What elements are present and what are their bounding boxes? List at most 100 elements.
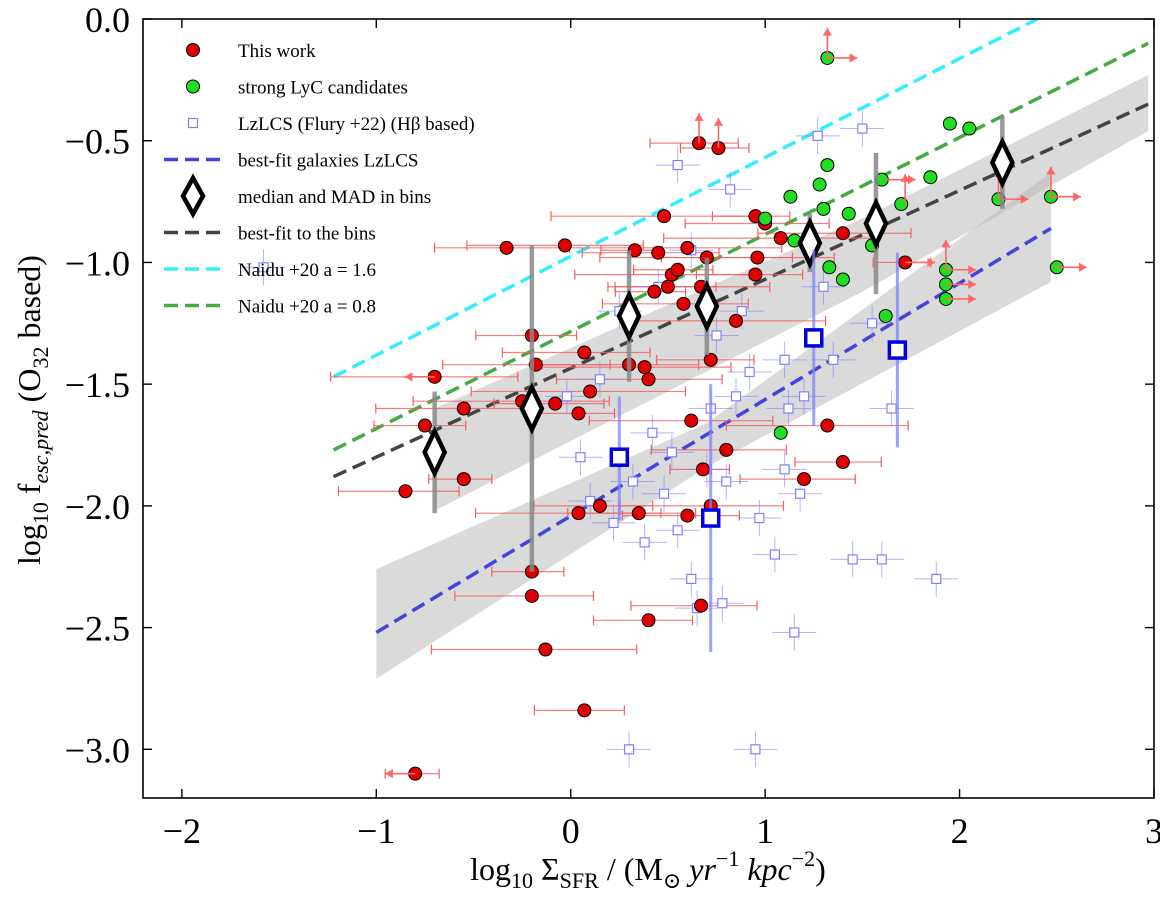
this-work-point — [499, 240, 514, 255]
this-work-point — [557, 238, 572, 253]
median-bin-marker — [616, 289, 642, 343]
this-work-point — [641, 613, 656, 628]
strong-lyc-points — [758, 50, 1064, 440]
this-work-point — [773, 231, 788, 246]
x-tick-label: 0 — [562, 811, 580, 851]
lzlcs-point — [828, 354, 839, 365]
lzlcs-point — [769, 549, 780, 560]
this-work-point — [456, 472, 471, 487]
legend-label-bins_fit: best-fit to the bins — [238, 224, 376, 245]
strong-lyc-point — [841, 206, 856, 221]
x-axis-title: log10 ΣSFR / (M⊙ yr−1 kpc−2) — [470, 846, 826, 893]
line-naidu08 — [332, 41, 1149, 452]
lzlcs-point — [779, 464, 790, 475]
lzlcs-point — [795, 488, 806, 499]
this-work-point — [456, 401, 471, 416]
median-bin-marker — [422, 426, 448, 479]
up-limit-arrow-head — [694, 113, 704, 121]
lzlcs-point — [623, 744, 635, 755]
lzlcs-point — [711, 330, 722, 341]
lzlcs-point — [736, 306, 747, 317]
this-work-point — [583, 384, 598, 399]
lzlcs-point — [818, 281, 829, 292]
lzlcs-point — [783, 403, 794, 414]
this-work-point — [577, 703, 592, 718]
lzlcs-point — [686, 573, 697, 585]
lzlcs-point — [585, 495, 596, 507]
this-work-point — [538, 642, 553, 657]
this-work-point — [728, 313, 743, 328]
left-limit-arrow-head — [385, 769, 393, 779]
x-tick-label: 2 — [951, 811, 969, 851]
right-limit-arrow-head — [907, 175, 916, 185]
lzlcs-point — [717, 598, 728, 609]
lzlcs-point — [721, 476, 732, 487]
right-limit-arrow-head — [968, 265, 976, 275]
legend-marker-median — [180, 173, 206, 219]
strong-lyc-point — [783, 189, 798, 204]
lzlcs-point — [639, 537, 650, 548]
lzlcs-point — [608, 517, 619, 529]
this-work-point — [693, 598, 708, 613]
x-axis-kpc-exp: −2 — [792, 846, 815, 871]
legend-label-strong_lyc: strong LyC candidates — [238, 78, 408, 99]
lzlcs-point — [658, 488, 670, 499]
lzlcs-point — [575, 452, 586, 463]
this-work-point — [797, 472, 812, 487]
this-work-point — [592, 498, 607, 513]
legend-label-lzlcs_fit: best-fit galaxies LzLCS — [238, 151, 418, 172]
lzlcs-bin-marker — [700, 508, 721, 528]
y-axis-log: log — [11, 524, 47, 565]
y-tick-label: −0.5 — [65, 122, 130, 162]
strong-lyc-point — [822, 260, 837, 275]
lzlcs-point — [744, 366, 755, 378]
y-tick-label: −3.0 — [65, 730, 130, 770]
left-limit-arrow-head — [404, 372, 413, 382]
y-tick-label: −2.5 — [65, 609, 130, 649]
median-bin-marker — [989, 136, 1015, 189]
x-axis-kpc: kpc — [739, 851, 791, 887]
this-work-point — [548, 396, 563, 411]
x-tick-label: −1 — [357, 811, 395, 851]
strong-lyc-point — [835, 272, 850, 287]
this-work-point — [680, 240, 695, 255]
x-axis-yr: yr — [681, 851, 716, 887]
y-axis-title: log10 fesc,pred (O32 based) — [11, 255, 53, 565]
lzlcs-point — [886, 403, 897, 414]
median-bin-marker — [694, 280, 720, 333]
y-axis-o32: (O — [11, 369, 47, 411]
this-work-point — [750, 250, 765, 265]
lzlcs-point — [594, 374, 605, 385]
this-work-point — [398, 484, 413, 499]
lzlcs-point — [647, 427, 658, 438]
lzlcs-point — [672, 159, 683, 171]
y-axis-log-sub: 10 — [28, 502, 53, 524]
y-tick-label: −2.0 — [65, 487, 130, 527]
y-axis-tail: based) — [11, 255, 47, 347]
this-work-point — [571, 406, 586, 421]
x-axis-sigma-sub: SFR — [560, 868, 599, 893]
this-work-point — [670, 262, 685, 277]
this-work-point — [820, 418, 835, 433]
strong-lyc-point — [758, 211, 773, 226]
median-bins — [422, 116, 1015, 572]
right-limit-arrow-head — [968, 279, 976, 289]
right-limit-arrow-head — [849, 53, 858, 63]
this-work-point — [748, 267, 763, 282]
up-limit-arrow-head — [941, 239, 951, 248]
this-work-point — [637, 360, 652, 375]
this-work-point — [684, 413, 699, 428]
lzlcs-point — [847, 554, 858, 565]
plot-background — [143, 19, 1154, 798]
this-work-point — [835, 455, 850, 470]
lzlcs-point — [779, 354, 790, 365]
this-work-point — [660, 279, 675, 294]
strong-lyc-point — [923, 170, 938, 185]
lzlcs-bins — [609, 250, 908, 652]
legend-marker-lzlcs — [187, 117, 199, 129]
lzlcs-point — [857, 123, 868, 134]
this-work-point — [719, 442, 734, 457]
lzlcs-point — [627, 476, 639, 487]
legend: This work strong LyC candidates LzLCS (Flu… — [164, 41, 475, 318]
legend-label-naidu16: Naidu +20 a = 1.6 — [238, 260, 376, 281]
